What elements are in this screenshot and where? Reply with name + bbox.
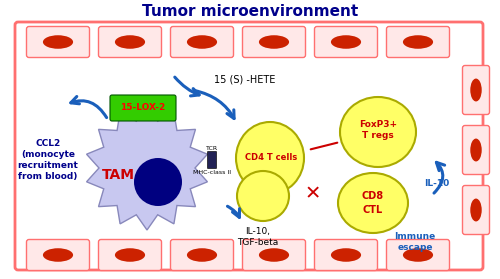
- FancyBboxPatch shape: [98, 239, 162, 271]
- Ellipse shape: [470, 79, 482, 102]
- FancyBboxPatch shape: [110, 95, 176, 121]
- Text: CD8
CTL: CD8 CTL: [362, 191, 384, 215]
- FancyBboxPatch shape: [26, 27, 90, 57]
- Text: CCL2
(monocyte
recruitment
from blood): CCL2 (monocyte recruitment from blood): [18, 139, 78, 181]
- Polygon shape: [86, 106, 208, 230]
- Text: TCR: TCR: [206, 146, 218, 151]
- FancyBboxPatch shape: [462, 186, 489, 235]
- Ellipse shape: [331, 248, 361, 262]
- FancyBboxPatch shape: [314, 239, 378, 271]
- Ellipse shape: [331, 35, 361, 49]
- Ellipse shape: [403, 248, 433, 262]
- Circle shape: [134, 158, 182, 206]
- FancyBboxPatch shape: [462, 126, 489, 174]
- FancyBboxPatch shape: [26, 239, 90, 271]
- Ellipse shape: [340, 97, 416, 167]
- Ellipse shape: [259, 35, 289, 49]
- FancyBboxPatch shape: [208, 151, 216, 169]
- FancyBboxPatch shape: [170, 27, 234, 57]
- Ellipse shape: [403, 35, 433, 49]
- Text: Tumor microenvironment: Tumor microenvironment: [142, 4, 358, 20]
- Ellipse shape: [237, 171, 289, 221]
- FancyBboxPatch shape: [98, 27, 162, 57]
- Text: FoxP3+
T regs: FoxP3+ T regs: [359, 120, 397, 140]
- Text: MHC-class II: MHC-class II: [193, 170, 231, 174]
- Ellipse shape: [115, 35, 145, 49]
- Text: 15-LOX-2: 15-LOX-2: [120, 104, 166, 112]
- FancyBboxPatch shape: [386, 27, 450, 57]
- FancyBboxPatch shape: [314, 27, 378, 57]
- Ellipse shape: [236, 122, 304, 194]
- Ellipse shape: [187, 248, 217, 262]
- Text: TAM: TAM: [102, 168, 134, 182]
- FancyBboxPatch shape: [15, 22, 483, 270]
- Text: IL-10: IL-10: [424, 179, 450, 187]
- FancyBboxPatch shape: [170, 239, 234, 271]
- Text: IL-10,
TGF-beta: IL-10, TGF-beta: [238, 227, 279, 247]
- Text: 15 (S) -HETE: 15 (S) -HETE: [214, 75, 276, 85]
- FancyBboxPatch shape: [242, 27, 306, 57]
- Ellipse shape: [187, 35, 217, 49]
- Text: Immune
escape: Immune escape: [394, 232, 436, 252]
- FancyBboxPatch shape: [242, 239, 306, 271]
- Ellipse shape: [470, 199, 482, 222]
- FancyBboxPatch shape: [386, 239, 450, 271]
- Ellipse shape: [470, 139, 482, 162]
- Ellipse shape: [259, 248, 289, 262]
- Text: ✕: ✕: [305, 184, 321, 203]
- Ellipse shape: [43, 248, 73, 262]
- FancyBboxPatch shape: [462, 66, 489, 114]
- Ellipse shape: [338, 173, 408, 233]
- Text: CD4 T cells: CD4 T cells: [245, 153, 297, 162]
- Ellipse shape: [43, 35, 73, 49]
- Ellipse shape: [115, 248, 145, 262]
